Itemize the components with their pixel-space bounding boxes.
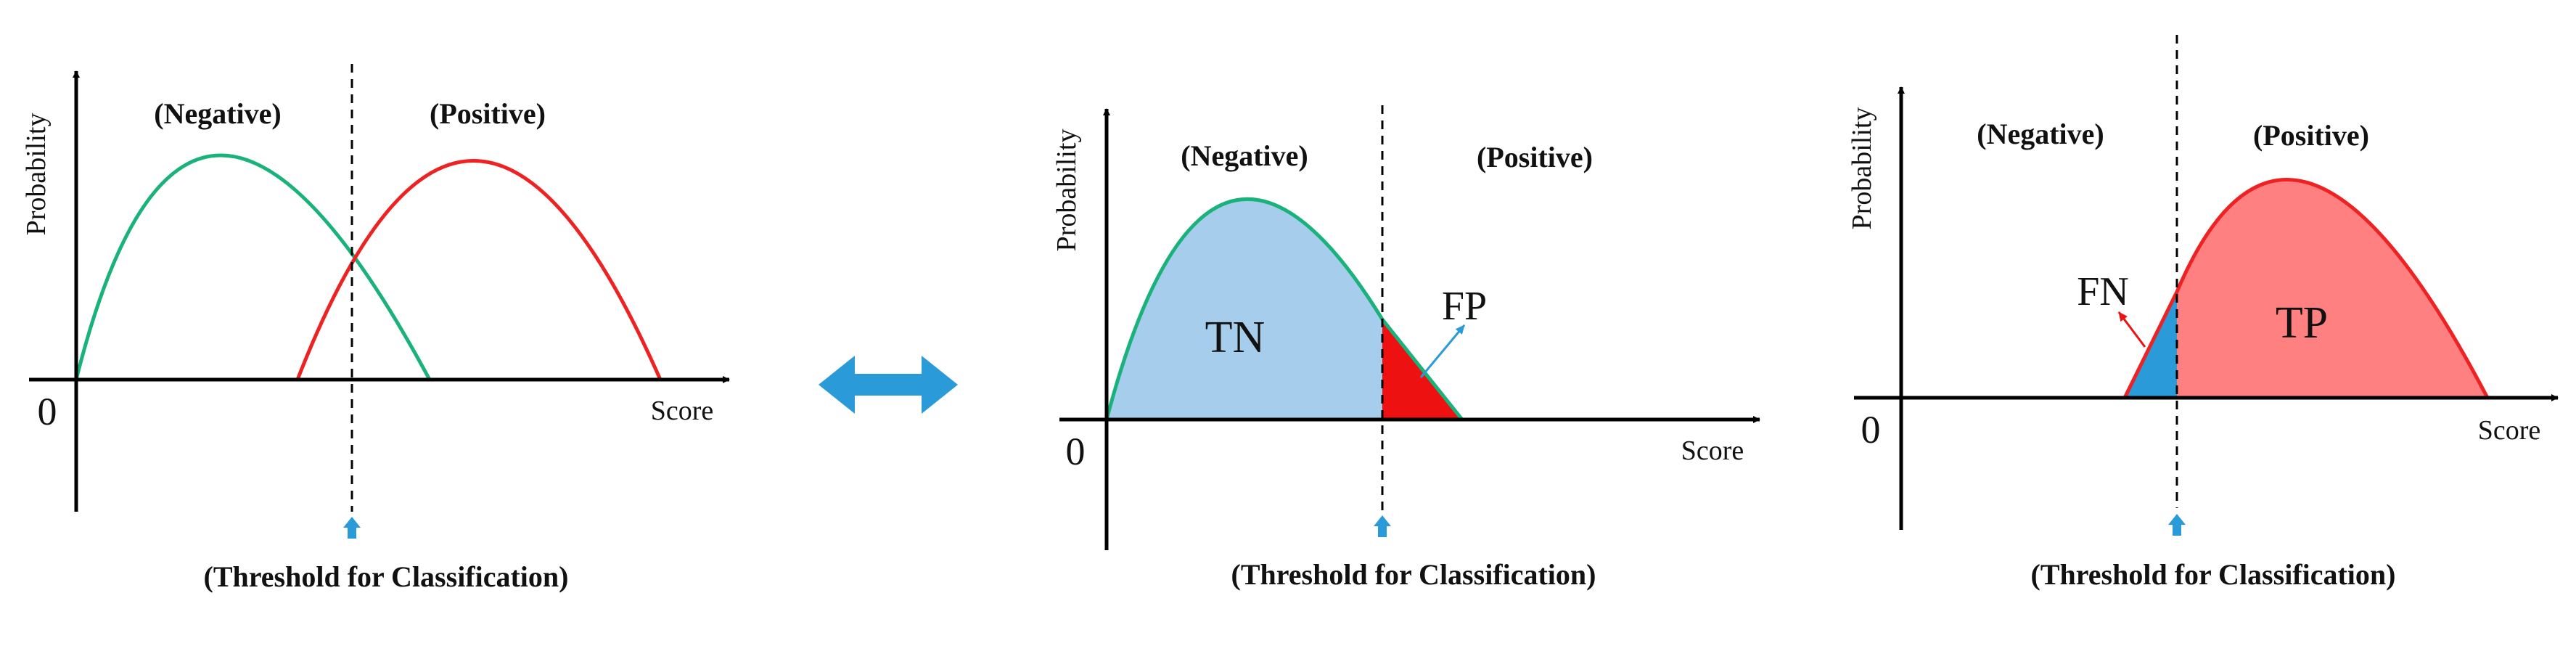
double-arrow-icon	[819, 356, 958, 414]
threshold-marker-icon	[343, 517, 361, 539]
positive-distribution-curve	[2122, 178, 2490, 399]
origin-label: 0	[1066, 430, 1086, 473]
x-axis-label: Score	[651, 396, 714, 426]
positive-label: (Positive)	[430, 97, 546, 130]
x-axis-label: Score	[1681, 436, 1744, 466]
fn-pointer-arrow-icon	[2117, 311, 2146, 348]
threshold-marker-icon	[1374, 515, 1391, 537]
panel-positive-class: Probability Score 0 (Negative) (Positive…	[1847, 35, 2559, 591]
fn-label: FN	[2077, 269, 2129, 314]
negative-label: (Negative)	[154, 97, 281, 130]
origin-label: 0	[38, 390, 57, 433]
positive-label: (Positive)	[1477, 141, 1593, 173]
negative-distribution-curve	[1104, 197, 1464, 421]
threshold-label: (Threshold for Classification)	[204, 560, 569, 593]
positive-distribution-curve	[295, 159, 663, 381]
tp-region	[2177, 179, 2487, 398]
threshold-label: (Threshold for Classification)	[1231, 558, 1596, 591]
panel-overlap: Probability Score 0 (Negative) (Positive…	[21, 64, 730, 593]
fp-pointer-arrow-icon	[1419, 324, 1466, 378]
x-axis-label: Score	[2478, 415, 2541, 446]
negative-label: (Negative)	[1181, 139, 1308, 172]
tn-region	[1107, 199, 1382, 420]
tp-label: TP	[2276, 298, 2328, 348]
negative-distribution-curve	[74, 153, 432, 381]
threshold-label: (Threshold for Classification)	[2031, 558, 2396, 591]
y-axis-label: Probability	[1847, 107, 1877, 230]
positive-label: (Positive)	[2253, 119, 2369, 152]
y-axis-label: Probability	[21, 113, 52, 236]
threshold-marker-icon	[2168, 514, 2186, 536]
tn-label: TN	[1205, 313, 1266, 362]
panel-negative-class: Probability Score 0 (Negative) (Positive…	[1051, 105, 1760, 591]
fp-label: FP	[1442, 284, 1487, 329]
y-axis-label: Probability	[1051, 129, 1082, 252]
origin-label: 0	[1861, 408, 1881, 451]
negative-label: (Negative)	[1977, 118, 2104, 150]
